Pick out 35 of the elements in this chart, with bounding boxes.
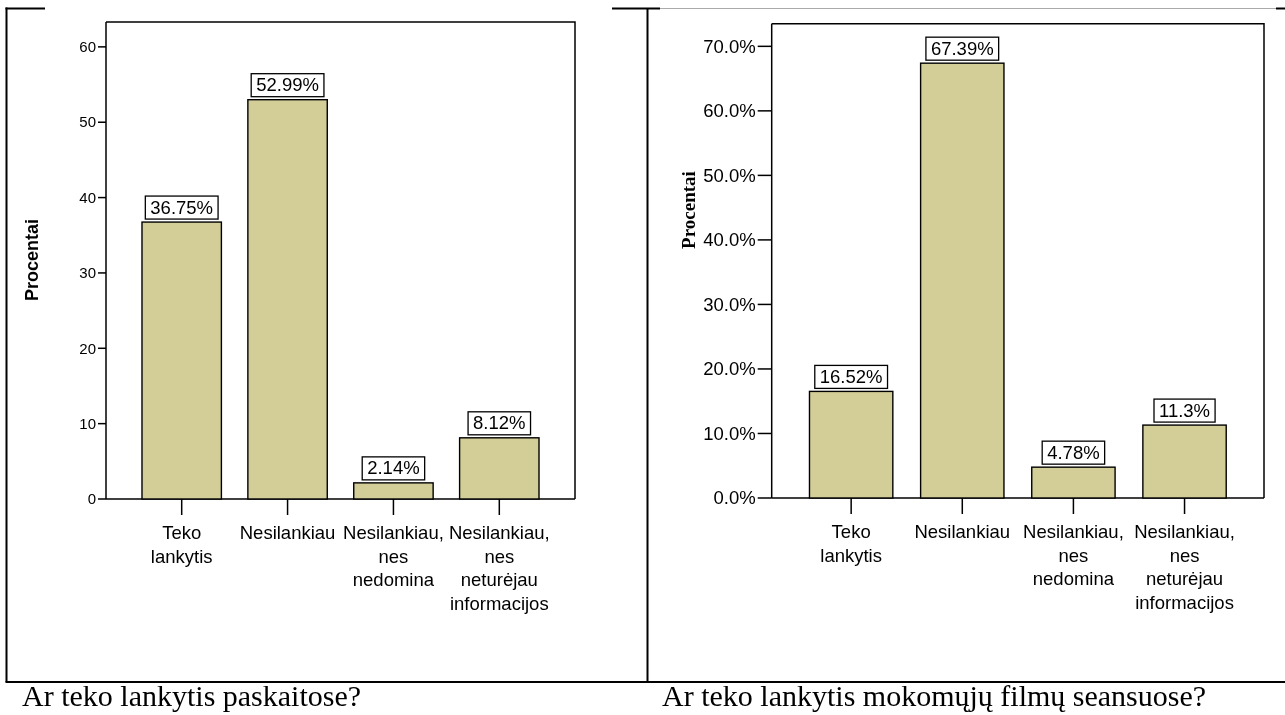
data-label: 67.39% (930, 37, 994, 59)
y-tick-label: 50 (79, 113, 96, 131)
x-tick-label: Nesilankiau (239, 522, 336, 543)
y-tick-label: 0 (87, 490, 96, 508)
y-tick-label: 10 (79, 414, 96, 432)
x-tick-label: Nesilankiau (914, 521, 1011, 542)
y-axis-title: Procentai (22, 218, 43, 302)
text: Ar teko lankytis mokomųjų filmų seansuose? (662, 679, 1207, 712)
y-axis-title: Procentai (677, 171, 699, 249)
data-label: 2.14% (367, 457, 420, 479)
y-tick-label: 70.0% (703, 35, 756, 57)
x-tick-label: Nesilankiau, nes neturėjau informacijos (1134, 521, 1235, 614)
x-tick-label: Nesilankiau, nes nedomina (343, 522, 444, 591)
y-tick-label: 20.0% (703, 358, 756, 380)
text: Ar teko lankytis paskaitose? (22, 679, 362, 712)
x-tick-label: Nesilankiau, nes neturėjau informacijos (448, 522, 550, 615)
y-tick-label: 20 (79, 339, 96, 357)
data-label: 16.52% (819, 365, 883, 387)
x-tick-label: Teko lankytis (820, 521, 883, 566)
data-label: 36.75% (150, 196, 214, 218)
x-tick-label: Teko lankytis (150, 522, 213, 567)
y-tick-label: 30.0% (703, 293, 756, 315)
y-tick-label: 10.0% (703, 422, 756, 444)
data-label: 11.3% (1159, 399, 1211, 421)
y-tick-label: 60.0% (703, 100, 756, 122)
y-tick-label: 60 (79, 38, 96, 56)
data-label: 8.12% (473, 412, 526, 434)
y-tick-label: 50.0% (703, 164, 756, 186)
y-tick-label: 0.0% (713, 487, 756, 509)
data-label: 4.78% (1047, 441, 1100, 463)
y-tick-label: 40.0% (703, 229, 756, 251)
x-tick-label: Nesilankiau, nes nedomina (1023, 521, 1124, 590)
data-label: 52.99% (256, 74, 319, 96)
y-tick-label: 40 (79, 188, 96, 206)
y-tick-label: 30 (79, 264, 96, 282)
